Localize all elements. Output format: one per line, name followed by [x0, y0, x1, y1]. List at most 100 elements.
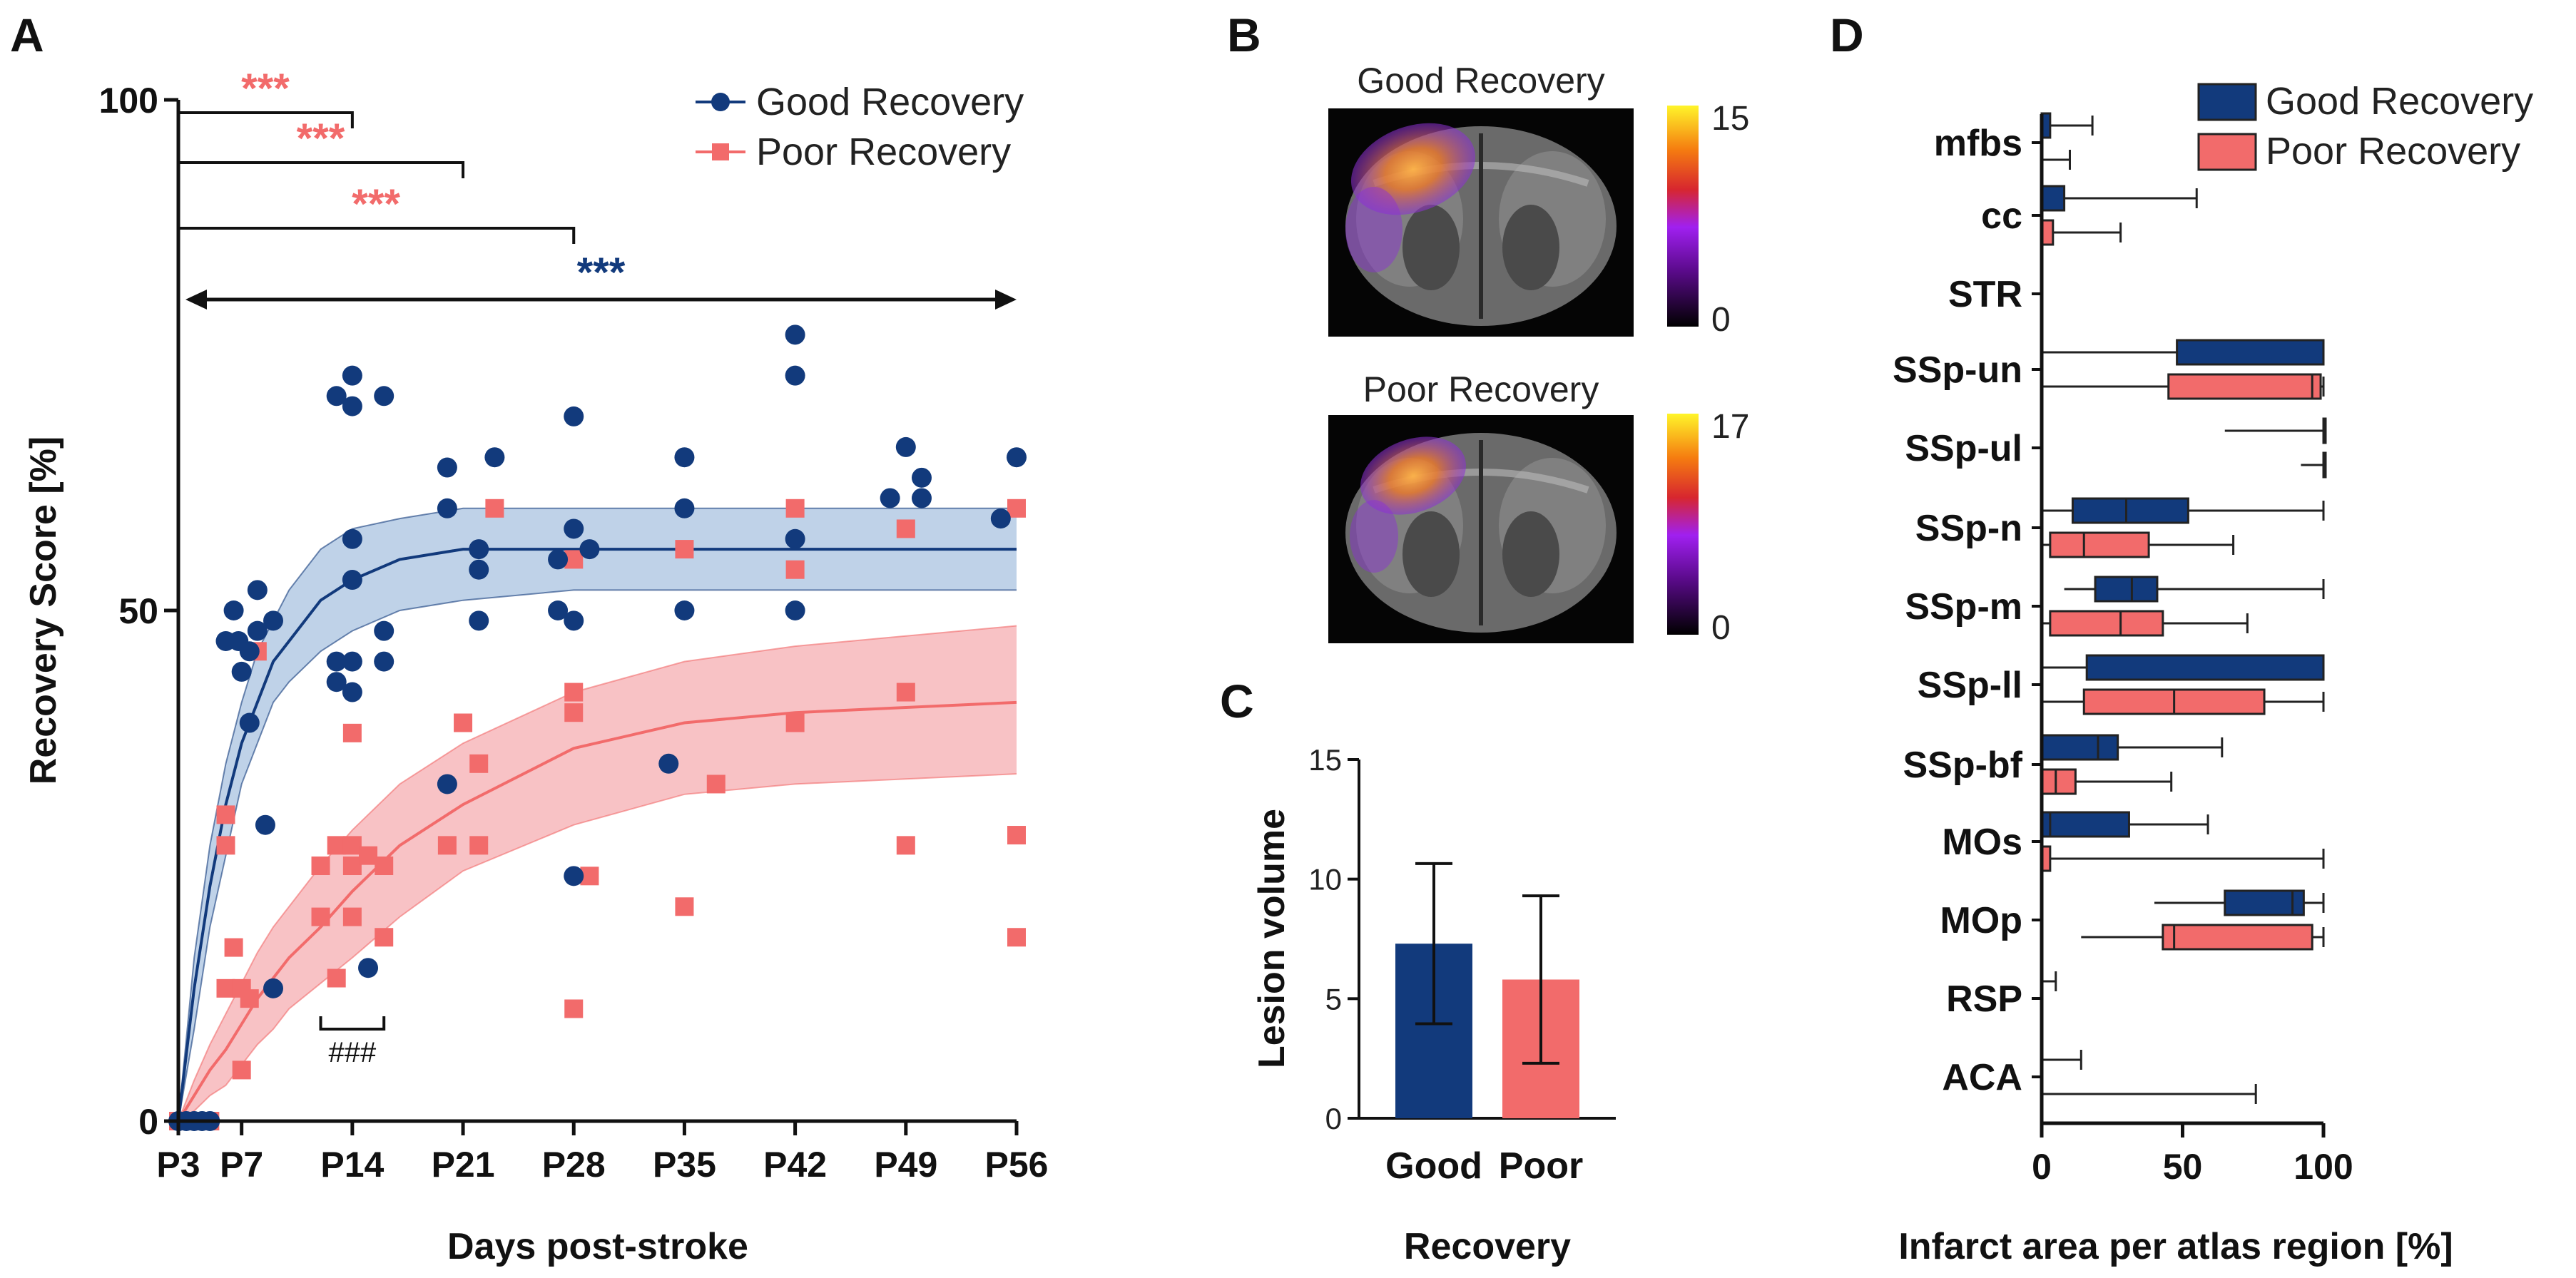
colorbar-min-label: 0 [1711, 301, 1731, 339]
y-tick-label: 0 [1325, 1102, 1342, 1135]
significance-bracket [177, 227, 576, 244]
x-axis-title: Recovery [1404, 1226, 1571, 1267]
good-recovery-point [326, 386, 347, 407]
poor-recovery-point [240, 989, 259, 1008]
poor-recovery-point [469, 836, 489, 855]
poor-recovery-point [1007, 928, 1026, 947]
brain-map-title: Poor Recovery [1363, 369, 1599, 409]
region-label: ACA [1942, 1057, 2022, 1098]
box-iqr [2224, 889, 2305, 916]
brain-right-striatum [1502, 511, 1559, 597]
good-recovery-point [911, 488, 932, 508]
x-tick-label: 100 [2294, 1147, 2353, 1187]
x-tick-label: P28 [542, 1145, 606, 1185]
good-fit-line [177, 548, 1017, 1122]
good-recovery-point [564, 518, 584, 539]
good-confidence-band [178, 508, 1017, 1121]
good-recovery-point [239, 712, 260, 733]
poor-recovery-point [342, 907, 362, 926]
hash-bracket [319, 1016, 386, 1031]
box-iqr [2040, 811, 2130, 838]
good-recovery-point [911, 467, 932, 488]
poor-recovery-point [375, 857, 394, 875]
box-iqr [2176, 339, 2325, 366]
good-recovery-point [658, 753, 679, 774]
good-recovery-point [342, 365, 362, 386]
good-recovery-point [374, 651, 394, 672]
colorbar-min-label: 0 [1711, 609, 1731, 647]
box-iqr [2322, 417, 2327, 444]
good-recovery-point [255, 814, 275, 835]
poor-recovery-point [375, 928, 394, 947]
box-iqr [2162, 924, 2313, 951]
colorbar-max-label: 17 [1711, 408, 1749, 446]
region-label: SSp-bf [1903, 745, 2022, 786]
poor-recovery-point [896, 519, 915, 538]
box-iqr [2071, 497, 2189, 524]
good-recovery-point [785, 528, 805, 549]
good-recovery-point [1007, 447, 1027, 468]
poor-recovery-point [216, 978, 235, 998]
good-recovery-point [223, 600, 244, 620]
x-tick-label: P35 [653, 1145, 716, 1185]
significance-stars: *** [352, 181, 400, 228]
good-recovery-point [674, 498, 695, 518]
good-recovery-point [231, 661, 252, 682]
lesion-overlay [1350, 123, 1476, 215]
box-iqr [2049, 610, 2164, 637]
poor-recovery-point [564, 683, 584, 702]
box-iqr [2040, 185, 2066, 212]
poor-recovery-point [785, 499, 805, 518]
x-tick-label: P7 [220, 1145, 263, 1185]
brain-left-striatum [1402, 205, 1460, 290]
box-iqr [2085, 654, 2325, 681]
y-tick-label: 15 [1308, 743, 1342, 777]
panel-label-a: A [10, 9, 44, 61]
good-recovery-point [880, 488, 900, 508]
good-recovery-point [263, 610, 284, 631]
y-axis-title: Lesion volume [1251, 809, 1293, 1068]
good-recovery-point [469, 539, 489, 560]
good-recovery-point [326, 672, 347, 692]
x-tick-label: P21 [432, 1145, 495, 1185]
poor-recovery-point [232, 1060, 251, 1080]
poor-recovery-point [675, 540, 694, 559]
good-recovery-point [437, 457, 457, 478]
good-recovery-point [437, 498, 457, 518]
panel-b: B Good Recovery 15 0 Poor Recovery 17 0 [1227, 9, 1749, 647]
x-tick-label: Good [1385, 1145, 1482, 1187]
good-recovery-point [579, 539, 600, 560]
box-iqr [2167, 373, 2322, 400]
good-recovery-point [342, 682, 362, 702]
box-iqr [2040, 734, 2119, 761]
legend-poor-label: Poor Recovery [756, 131, 1011, 173]
box-iqr [2040, 768, 2077, 795]
poor-recovery-point [342, 723, 362, 742]
arrow-head-left [185, 290, 207, 310]
good-ci-upper-line [178, 507, 1017, 1122]
x-tick-label: P3 [156, 1145, 200, 1185]
poor-recovery-point [311, 857, 330, 875]
good-recovery-point [239, 641, 260, 662]
region-label: SSp-n [1915, 508, 2022, 549]
lesion-overlay [1360, 436, 1466, 515]
brain-map-title: Good Recovery [1357, 61, 1604, 101]
poor-recovery-point [224, 938, 243, 957]
poor-recovery-point [896, 836, 915, 855]
poor-recovery-point [342, 857, 362, 875]
good-recovery-point [564, 610, 584, 631]
brain-left-striatum [1402, 511, 1460, 597]
significance-bracket [177, 161, 465, 178]
box-iqr [2094, 576, 2159, 603]
good-recovery-point [342, 528, 362, 549]
y-tick-label: 0 [138, 1102, 158, 1142]
region-label: SSp-un [1893, 349, 2022, 391]
region-label: RSP [1946, 978, 2022, 1020]
legend-good-label: Good Recovery [756, 81, 1024, 123]
poor-recovery-point [216, 805, 235, 824]
poor-recovery-point [216, 836, 235, 855]
good-recovery-point [342, 651, 362, 672]
x-axis-title: Infarct area per atlas region [%] [1898, 1226, 2453, 1267]
